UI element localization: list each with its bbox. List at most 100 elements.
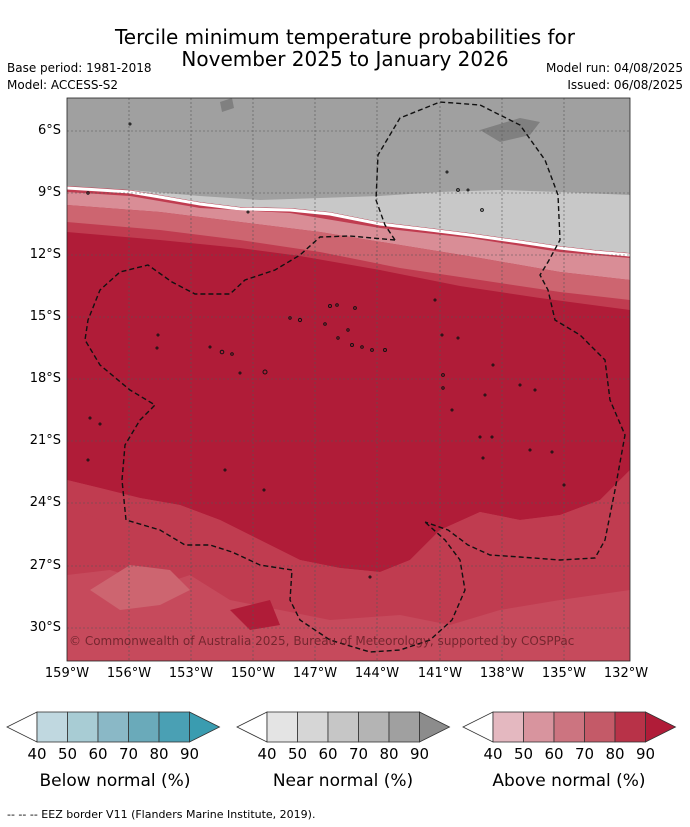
island <box>481 456 485 460</box>
island <box>562 483 566 487</box>
lat-label-6s: 6°S <box>37 123 61 138</box>
island <box>456 188 460 192</box>
island <box>230 352 234 356</box>
lon-label-135w: 135°W <box>541 666 587 681</box>
near-legend-tick-label: 60 <box>318 745 338 763</box>
below-legend-box <box>36 711 68 743</box>
island <box>533 388 537 392</box>
island <box>360 345 364 349</box>
near-legend-box <box>297 711 329 743</box>
island <box>445 170 449 174</box>
below-legend-box <box>97 711 129 743</box>
dark-gray-patch-2 <box>480 118 540 142</box>
island <box>335 303 339 307</box>
lon-label-138w: 138°W <box>479 666 525 681</box>
legend-below-bar <box>6 711 221 743</box>
below-legend-tick-label: 90 <box>179 745 200 763</box>
island <box>246 210 250 214</box>
island <box>353 306 357 310</box>
legend-above-caption: Above normal (%) <box>492 771 646 791</box>
island <box>155 346 159 350</box>
above-legend-tick-label: 80 <box>605 745 625 763</box>
above-legend-tick-label: 90 <box>635 745 656 763</box>
below-legend-tick-label: 70 <box>118 745 139 763</box>
model-label: Model: ACCESS-S2 <box>7 78 119 92</box>
eez-border-east <box>375 101 626 561</box>
lat-label-24s: 24°S <box>29 495 61 510</box>
above-legend-box <box>553 711 585 743</box>
legend-near-caption: Near normal (%) <box>272 771 414 791</box>
island <box>456 336 460 340</box>
chart-title-line1: Tercile minimum temperature probabilitie… <box>114 25 576 49</box>
lon-label-159w: 159°W <box>44 666 90 681</box>
island <box>262 369 268 375</box>
map-fill-layers <box>67 98 630 661</box>
copyright-notice: © Commonwealth of Australia 2025, Bureau… <box>69 634 575 648</box>
island <box>368 575 372 579</box>
near-legend-high-triangle <box>419 711 451 743</box>
island <box>88 416 92 420</box>
island <box>238 371 242 375</box>
above-legend-box <box>614 711 646 743</box>
below-legend-high-triangle <box>189 711 221 743</box>
chart-title-line2: November 2025 to January 2026 <box>181 47 509 71</box>
island <box>518 383 522 387</box>
island <box>323 322 327 326</box>
near-legend-box <box>358 711 390 743</box>
lat-label-15s: 15°S <box>29 309 61 324</box>
island <box>98 422 102 426</box>
below-legend-box <box>158 711 190 743</box>
near-legend-box <box>327 711 359 743</box>
below-legend-tick-label: 80 <box>149 745 169 763</box>
eez-border-west <box>84 235 466 653</box>
lon-label-153w: 153°W <box>168 666 214 681</box>
dark-gray-patch-1 <box>220 98 234 112</box>
island <box>466 188 470 192</box>
above-legend-high-triangle <box>645 711 677 743</box>
above-legend-tick-label: 50 <box>513 745 534 763</box>
near-legend-tick-label: 40 <box>257 745 277 763</box>
island <box>370 348 374 352</box>
island <box>491 363 495 367</box>
lon-label-156w: 156°W <box>106 666 152 681</box>
near-legend-tick-label: 90 <box>409 745 430 763</box>
above-70-lower-region <box>67 570 630 661</box>
above-legend-low-triangle <box>462 711 494 743</box>
island <box>483 393 487 397</box>
legend-near-bar <box>236 711 451 743</box>
boundary-line <box>67 186 630 257</box>
island <box>156 333 160 337</box>
below-legend-box <box>67 711 99 743</box>
near-legend-tick-label: 70 <box>348 745 369 763</box>
island <box>440 333 444 337</box>
lon-label-141w: 141°W <box>417 666 463 681</box>
lat-label-9s: 9°S <box>37 185 61 200</box>
above-70-region <box>67 205 630 300</box>
lon-label-132w: 132°W <box>603 666 649 681</box>
island <box>346 328 350 332</box>
island <box>297 317 303 323</box>
island <box>86 458 90 462</box>
below-legend-tick-label: 60 <box>88 745 108 763</box>
lon-label-144w: 144°W <box>354 666 400 681</box>
island <box>86 191 90 195</box>
graticule <box>67 98 630 661</box>
eez-footnote: -- -- -- EEZ border V11 (Flanders Marine… <box>7 808 316 821</box>
eez-borders <box>84 101 626 653</box>
lon-label-150w: 150°W <box>230 666 276 681</box>
above-80-lower-region <box>67 470 630 605</box>
island <box>490 435 494 439</box>
island <box>450 408 454 412</box>
lat-label-12s: 12°S <box>29 247 61 262</box>
lat-label-21s: 21°S <box>29 433 61 448</box>
issued-label: Issued: 06/08/2025 <box>567 78 683 92</box>
legend-above-bar <box>462 711 677 743</box>
above-legend-tick-label: 40 <box>483 745 503 763</box>
island <box>336 336 340 340</box>
island <box>480 208 484 212</box>
meta-left: Base period: 1981-2018 Model: ACCESS-S2 <box>7 60 152 94</box>
island <box>128 122 132 126</box>
below-legend-tick-label: 40 <box>27 745 47 763</box>
lon-label-147w: 147°W <box>292 666 338 681</box>
island <box>223 468 227 472</box>
